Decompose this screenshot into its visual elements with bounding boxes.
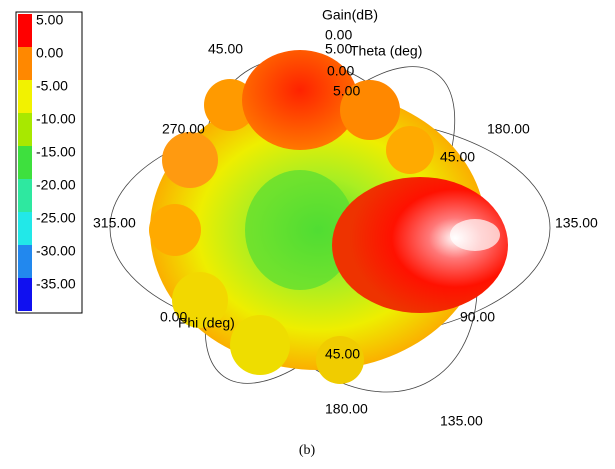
chart: 5.00 0.00 -5.00 -10.00 -15.00 -20.00 -25.00 -30… (0, 0, 615, 464)
ring-ticks: 45.00 (208, 41, 243, 57)
caption: (b) (299, 443, 316, 458)
colorbar-label: -35.00 (36, 276, 76, 292)
colorbar-band (18, 113, 32, 146)
colorbar-label: -10.00 (36, 111, 76, 127)
phi-ticks: 315.00 (93, 215, 136, 231)
ring-ticks: 45.00 (440, 149, 475, 165)
colorbar-band (18, 212, 32, 245)
colorbar-label: -30.00 (36, 243, 76, 259)
colorbar-label: -15.00 (36, 144, 76, 160)
ring-ticks: 135.00 (440, 413, 483, 429)
colorbar: 5.00 0.00 -5.00 -10.00 -15.00 -20.00 -25.00 -30… (16, 12, 82, 313)
colorbar-label: 0.00 (36, 45, 63, 61)
phi-ticks: 90.00 (460, 309, 495, 325)
colorbar-band (18, 80, 32, 113)
phi-ticks: 270.00 (162, 121, 205, 137)
colorbar-band (18, 146, 32, 179)
colorbar-band (18, 278, 32, 311)
ring-ticks: 45.00 (325, 346, 360, 362)
gain-ticks: 5.00 (325, 41, 352, 57)
phi-ticks: 180.00 (487, 121, 530, 137)
theta-label: Theta (deg) (350, 43, 422, 59)
colorbar-band (18, 245, 32, 278)
gain-label: Gain(dB) (322, 7, 378, 23)
ring-ticks: 180.00 (325, 401, 368, 417)
colorbar-label: -5.00 (36, 78, 68, 94)
phi-ticks: 0.00 (160, 309, 187, 325)
theta-ticks: 5.00 (333, 83, 360, 99)
page: {"chart_data": { "type": "surface-3d", "… (0, 0, 615, 464)
colorbar-band (18, 14, 32, 47)
colorbar-label: -20.00 (36, 177, 76, 193)
colorbar-label: 5.00 (36, 12, 63, 28)
theta-ticks: 0.00 (327, 63, 354, 79)
colorbar-band (18, 179, 32, 212)
colorbar-label: -25.00 (36, 210, 76, 226)
colorbar-band (18, 47, 32, 80)
phi-ticks: 135.00 (555, 215, 598, 231)
radiation-surface (149, 50, 508, 384)
